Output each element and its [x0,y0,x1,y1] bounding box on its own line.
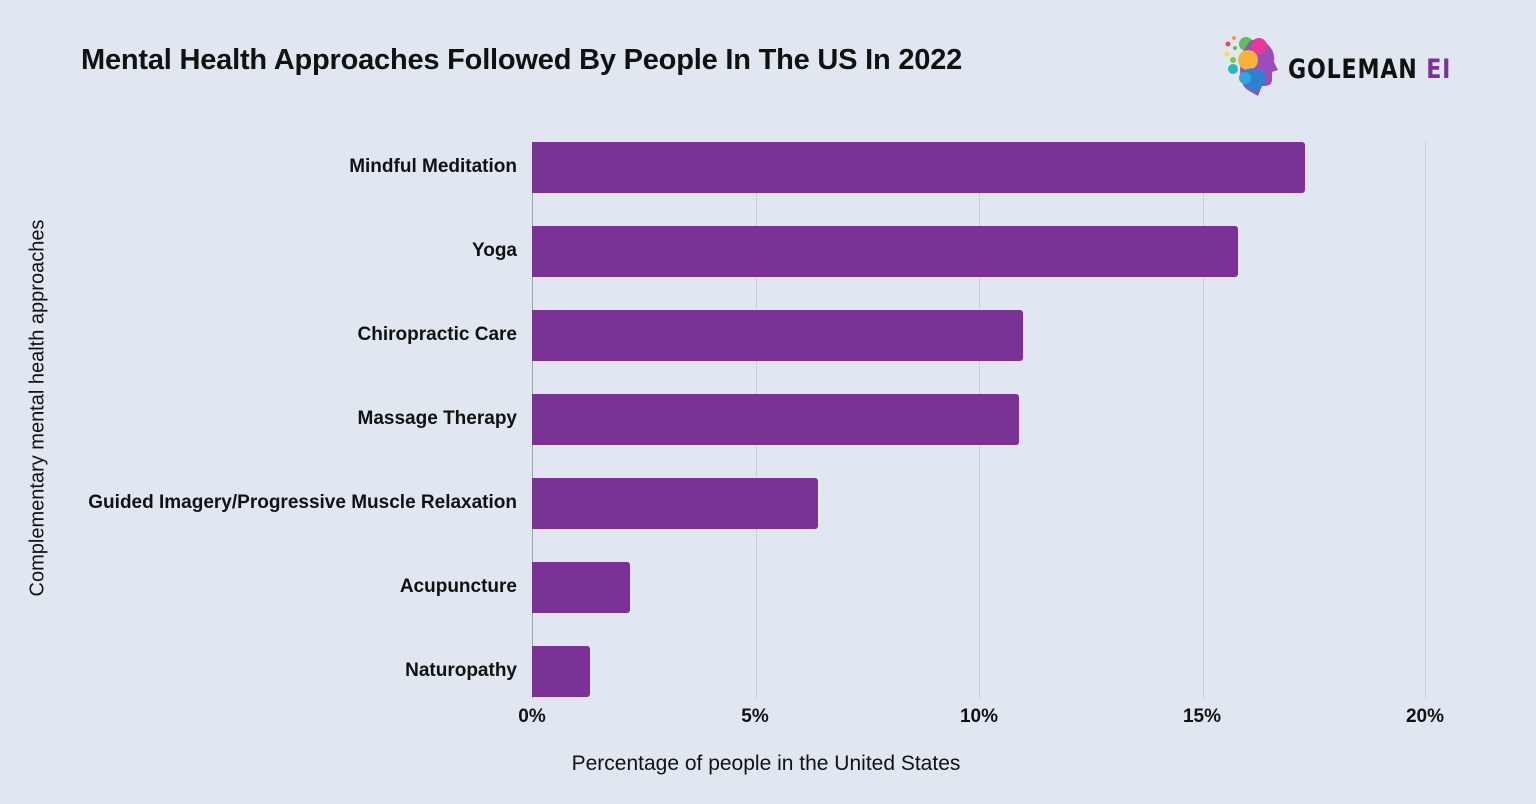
category-label: Naturopathy [405,660,517,681]
bar-mindful-meditation [532,142,1305,193]
logo-text-accent: EI [1426,54,1452,85]
category-label: Mindful Meditation [349,156,517,177]
category-label: Yoga [471,240,517,261]
bar-yoga [532,226,1238,277]
plot-area [532,142,1426,698]
gridline-15 [1202,142,1204,698]
category-label: Acupuncture [399,576,517,597]
gridline-20 [1425,142,1426,698]
bar-naturopathy [532,646,590,697]
bar-acupuncture [532,562,630,613]
bar-chiropractic-care [532,310,1023,361]
logo-text-main: GOLEMAN [1288,54,1418,85]
x-tick-label: 20% [1405,706,1445,727]
chart-title: Mental Health Approaches Followed By Peo… [81,44,963,76]
category-label: Guided Imagery/Progressive Muscle Relaxa… [88,492,517,513]
category-label: Massage Therapy [357,408,517,429]
x-tick-label: 5% [741,706,769,727]
head-logo-icon [1224,36,1278,96]
logo-wordmark: GOLEMAN EI [1288,54,1451,85]
x-tick-label: 0% [518,706,546,727]
x-axis-label: Percentage of people in the United State… [571,752,961,775]
goleman-ei-logo: GOLEMAN EI [1222,32,1452,98]
bar-massage-therapy [532,394,1019,445]
x-tick-label: 15% [1182,706,1222,727]
bar-guided-imagery [532,478,818,529]
y-axis-label: Complementary mental health approaches [26,219,49,597]
x-tick-label: 10% [959,706,999,727]
category-label: Chiropractic Care [357,324,517,345]
